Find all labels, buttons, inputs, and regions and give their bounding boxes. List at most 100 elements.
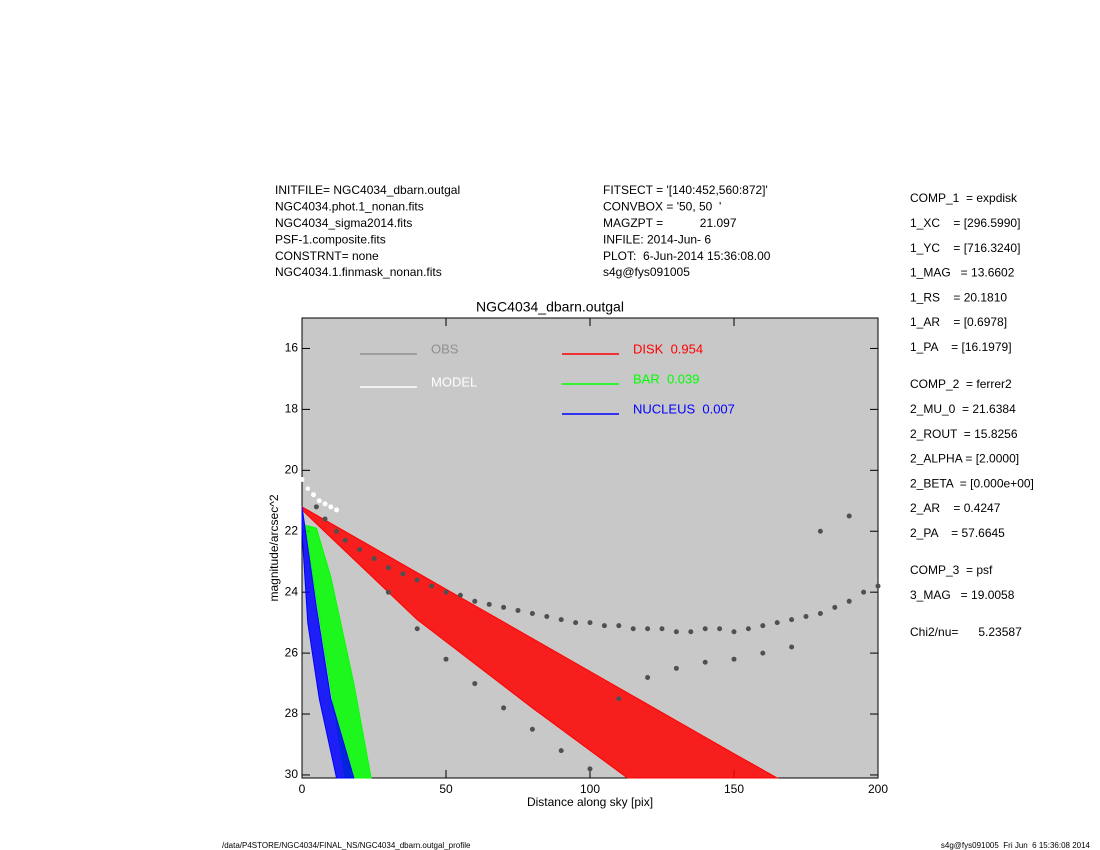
fit-parameter: 2_AR = 0.4247 bbox=[910, 501, 1001, 515]
data-point bbox=[573, 620, 579, 626]
fit-parameter: 3_MAG = 19.0058 bbox=[910, 588, 1015, 602]
y-axis-label: magnitude/arcsec^2 bbox=[267, 494, 281, 601]
data-point bbox=[486, 601, 492, 607]
x-axis-label: Distance along sky [pix] bbox=[527, 795, 653, 809]
legend-label: BAR 0.039 bbox=[633, 371, 700, 386]
data-point bbox=[846, 513, 852, 519]
chart-title: NGC4034_dbarn.outgal bbox=[476, 299, 624, 315]
header-line: s4g@fys091005 bbox=[603, 265, 690, 279]
data-point bbox=[443, 589, 449, 595]
data-point bbox=[731, 656, 737, 662]
header-line: NGC4034.phot.1_nonan.fits bbox=[275, 200, 424, 214]
data-point bbox=[334, 507, 340, 513]
y-tick-label: 18 bbox=[285, 402, 299, 416]
data-point bbox=[515, 607, 521, 613]
data-point bbox=[414, 626, 420, 632]
component-band bbox=[301, 506, 355, 779]
data-point bbox=[832, 604, 838, 610]
header-line: PLOT: 6-Jun-2014 15:36:08.00 bbox=[603, 249, 771, 263]
data-point bbox=[645, 674, 651, 680]
data-point bbox=[846, 598, 852, 604]
data-point bbox=[400, 571, 406, 577]
fit-parameter: 2_BETA = [0.000e+00] bbox=[910, 476, 1034, 490]
data-point bbox=[357, 547, 363, 553]
data-point bbox=[745, 626, 751, 632]
fit-parameter: 1_YC = [716.3240] bbox=[910, 241, 1020, 255]
data-point bbox=[673, 665, 679, 671]
data-point bbox=[616, 696, 622, 702]
header-line: NGC4034.1.finmask_nonan.fits bbox=[275, 265, 442, 279]
data-point bbox=[558, 617, 564, 623]
x-tick-label: 0 bbox=[299, 782, 306, 796]
header-line: NGC4034_sigma2014.fits bbox=[275, 216, 412, 230]
fit-parameter: COMP_1 = expdisk bbox=[910, 191, 1018, 205]
plot-marks bbox=[299, 476, 881, 779]
y-tick-label: 20 bbox=[285, 462, 299, 476]
data-point bbox=[717, 626, 723, 632]
fit-parameter: COMP_2 = ferrer2 bbox=[910, 377, 1012, 391]
data-point bbox=[414, 577, 420, 583]
data-point bbox=[501, 705, 507, 711]
data-point bbox=[529, 726, 535, 732]
y-tick-label: 16 bbox=[285, 341, 299, 355]
data-point bbox=[587, 620, 593, 626]
fit-parameter: Chi2/nu= 5.23587 bbox=[910, 625, 1022, 639]
fit-parameter: 2_PA = 57.6645 bbox=[910, 526, 1005, 540]
footer-path: /data/P4STORE/NGC4034/FINAL_NS/NGC4034_d… bbox=[222, 841, 471, 850]
y-tick-label: 30 bbox=[285, 767, 299, 781]
data-point bbox=[601, 623, 607, 629]
data-point bbox=[731, 629, 737, 635]
data-point bbox=[688, 629, 694, 635]
data-point bbox=[371, 556, 377, 562]
data-point bbox=[616, 623, 622, 629]
data-point bbox=[630, 626, 636, 632]
y-tick-label: 24 bbox=[285, 584, 299, 598]
data-point bbox=[861, 589, 867, 595]
y-tick-label: 28 bbox=[285, 706, 299, 720]
data-point bbox=[702, 659, 708, 665]
legend-label: OBS bbox=[431, 341, 459, 356]
data-point bbox=[299, 476, 305, 482]
data-point bbox=[789, 617, 795, 623]
header-line: FITSECT = '[140:452,560:872]' bbox=[603, 183, 768, 197]
data-point bbox=[457, 592, 463, 598]
x-tick-label: 100 bbox=[580, 782, 600, 796]
data-point bbox=[443, 656, 449, 662]
fit-parameter: 1_AR = [0.6978] bbox=[910, 315, 1007, 329]
data-point bbox=[429, 583, 435, 589]
header-line: INITFILE= NGC4034_dbarn.outgal bbox=[275, 183, 460, 197]
fit-parameter: COMP_3 = psf bbox=[910, 563, 993, 577]
data-point bbox=[472, 681, 478, 687]
data-point bbox=[774, 620, 780, 626]
legend-label: MODEL bbox=[431, 374, 477, 389]
y-tick-label: 22 bbox=[285, 523, 299, 537]
x-tick-label: 200 bbox=[868, 782, 888, 796]
data-point bbox=[587, 766, 593, 772]
header-line: MAGZPT = 21.097 bbox=[603, 216, 737, 230]
data-point bbox=[311, 492, 317, 498]
data-point bbox=[544, 614, 550, 620]
header-line: CONSTRNT= none bbox=[275, 249, 379, 263]
data-point bbox=[817, 528, 823, 534]
y-tick-label: 26 bbox=[285, 645, 299, 659]
data-point bbox=[875, 583, 881, 589]
component-band bbox=[301, 506, 780, 779]
legend-label: DISK 0.954 bbox=[633, 341, 703, 356]
data-point bbox=[313, 504, 319, 510]
fit-parameter: 2_ROUT = 15.8256 bbox=[910, 427, 1018, 441]
data-point bbox=[702, 626, 708, 632]
data-point bbox=[501, 604, 507, 610]
fit-parameter: 1_RS = 20.1810 bbox=[910, 290, 1007, 304]
data-point bbox=[558, 748, 564, 754]
header-line: PSF-1.composite.fits bbox=[275, 232, 386, 246]
data-point bbox=[817, 610, 823, 616]
data-point bbox=[789, 644, 795, 650]
data-point bbox=[529, 610, 535, 616]
data-point bbox=[305, 486, 311, 492]
data-point bbox=[316, 498, 322, 504]
data-point bbox=[673, 629, 679, 635]
data-point bbox=[328, 504, 334, 510]
footer-stamp: s4g@fys091005 Fri Jun 6 15:36:08 2014 bbox=[941, 841, 1091, 850]
data-point bbox=[334, 528, 340, 534]
